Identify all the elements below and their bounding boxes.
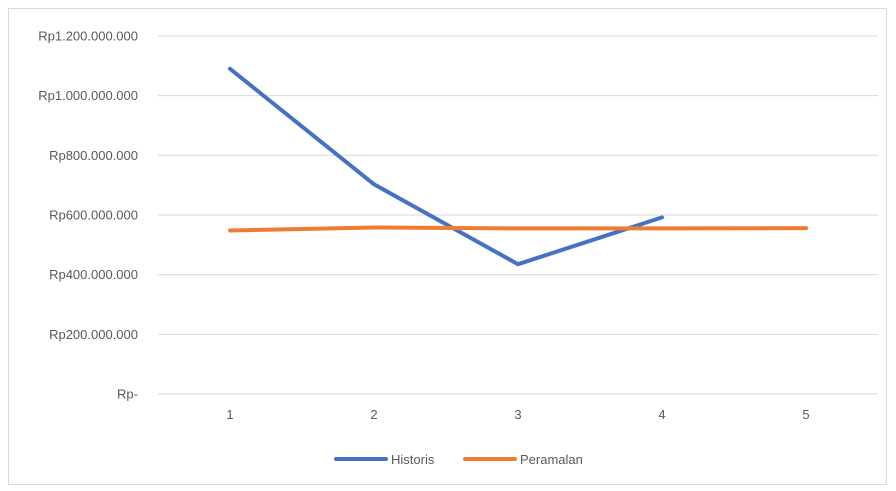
x-tick-label: 2	[370, 407, 377, 422]
y-tick-label: Rp-	[117, 387, 138, 402]
y-tick-label: Rp1.000.000.000	[38, 88, 138, 103]
series-line-peramalan	[228, 225, 808, 233]
y-tick-label: Rp1.200.000.000	[38, 29, 138, 44]
y-tick-label: Rp400.000.000	[49, 267, 138, 282]
chart-frame	[8, 8, 887, 485]
x-tick-label: 1	[226, 407, 233, 422]
y-tick-label: Rp600.000.000	[49, 208, 138, 223]
y-tick-label: Rp800.000.000	[49, 148, 138, 163]
legend-label: Peramalan	[520, 452, 583, 467]
series-line-historis	[228, 66, 664, 267]
x-tick-label: 4	[658, 407, 665, 422]
x-tick-label: 5	[802, 407, 809, 422]
legend-label: Historis	[391, 452, 435, 467]
x-tick-label: 3	[514, 407, 521, 422]
y-tick-label: Rp200.000.000	[49, 327, 138, 342]
